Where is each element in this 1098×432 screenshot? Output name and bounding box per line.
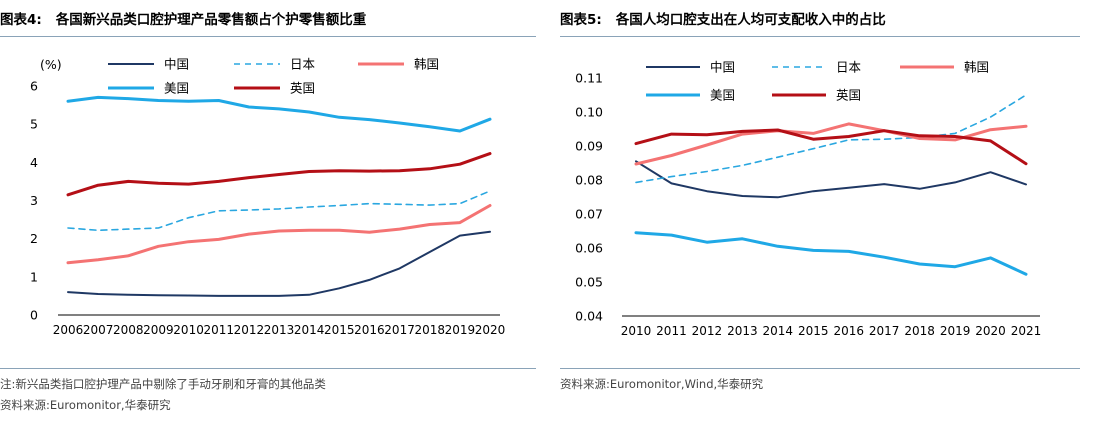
left-source: 资料来源:Euromonitor,华泰研究 [0, 398, 171, 412]
right-x-tick-label: 2014 [763, 324, 794, 338]
left-y-tick-label: 6 [30, 79, 38, 94]
left-series-line-china [67, 230, 491, 297]
left-x-tick-label: 2008 [113, 323, 144, 337]
right-y-tick-label: 0.10 [575, 105, 603, 120]
left-series-line-japan [67, 190, 491, 232]
left-y-tick-label: 1 [30, 269, 38, 284]
right-x-tick-label: 2020 [975, 324, 1006, 338]
right-figure: 图表5: 各国人均口腔支出在人均可支配收入中的占比 0.04 0.05 0.06 0.0… [560, 0, 1098, 432]
right-bottom-rule [560, 368, 1080, 369]
left-top-rule [0, 36, 536, 37]
left-y-tick-label: 5 [30, 117, 38, 132]
right-series-line-uk [634, 128, 1028, 166]
left-x-tick-label: 2014 [294, 323, 325, 337]
left-x-tick-label: 2020 [475, 323, 506, 337]
left-notes: 注:新兴品类指口腔护理产品中剔除了手动牙刷和牙膏的其他品类 资料来源:Eurom… [0, 374, 326, 416]
left-x-tick-label: 2007 [83, 323, 114, 337]
left-figure: 图表4: 各国新兴品类口腔护理产品零售额占个护零售额比重 0 1 2 3 4 5 6 (%) 20… [0, 0, 536, 432]
right-x-tick-label: 2013 [727, 324, 758, 338]
right-x-tick-label: 2021 [1011, 324, 1042, 338]
right-x-tick-label: 2015 [798, 324, 829, 338]
left-figure-label: 图表4: [0, 12, 42, 28]
right-y-tick-label: 0.06 [575, 241, 603, 256]
right-y-tick-label: 0.11 [575, 71, 603, 86]
right-x-tick-label: 2012 [692, 324, 723, 338]
right-figure-heading: 各国人均口腔支出在人均可支配收入中的占比 [615, 12, 886, 28]
right-notes: 资料来源:Euromonitor,Wind,华泰研究 [560, 374, 763, 395]
left-x-tick-label: 2018 [414, 323, 445, 337]
right-x-tick-label: 2018 [904, 324, 935, 338]
right-y-tick-label: 0.04 [575, 309, 603, 324]
left-series-line-usa [66, 95, 492, 133]
left-note: 注:新兴品类指口腔护理产品中剔除了手动牙刷和牙膏的其他品类 [0, 377, 326, 391]
right-x-tick-label: 2011 [656, 324, 687, 338]
right-legend-label-china: 中国 [710, 60, 735, 75]
left-x-tick-label: 2012 [234, 323, 265, 337]
right-y-tick-label: 0.08 [575, 173, 603, 188]
left-figure-title: 图表4: 各国新兴品类口腔护理产品零售额占个护零售额比重 [0, 8, 366, 28]
left-y-tick-label: 0 [30, 308, 38, 323]
left-bottom-rule [0, 368, 536, 369]
left-y-tick-label: 3 [30, 193, 38, 208]
right-legend-label-japan: 日本 [836, 60, 862, 75]
right-line-chart: 0.04 0.05 0.06 0.07 0.08 0.09 0.10 0.11 2010 2011… [575, 60, 1042, 339]
right-y-tick-label: 0.09 [575, 139, 603, 154]
left-y-tick-label: 4 [30, 155, 38, 170]
right-top-rule [560, 36, 1080, 37]
left-x-tick-label: 2019 [445, 323, 476, 337]
left-y-tick-label: 2 [30, 231, 38, 246]
left-legend-label-japan: 日本 [290, 57, 316, 72]
right-figure-title: 图表5: 各国人均口腔支出在人均可支配收入中的占比 [560, 8, 886, 28]
left-legend-label-korea: 韩国 [414, 57, 439, 72]
left-x-tick-label: 2016 [354, 323, 385, 337]
right-y-tick-label: 0.05 [575, 275, 603, 290]
right-x-tick-label: 2017 [869, 324, 900, 338]
right-source: 资料来源:Euromonitor,Wind,华泰研究 [560, 377, 764, 391]
left-figure-heading: 各国新兴品类口腔护理产品零售额占个护零售额比重 [55, 12, 367, 28]
left-x-tick-label: 2015 [324, 323, 355, 337]
right-legend-label-uk: 英国 [836, 88, 861, 103]
left-x-tick-label: 2006 [53, 323, 84, 337]
left-series-line-uk [66, 152, 492, 197]
right-figure-label: 图表5: [560, 12, 602, 28]
right-x-tick-label: 2010 [621, 324, 652, 338]
left-x-tick-label: 2013 [264, 323, 295, 337]
right-y-tick-label: 0.07 [575, 207, 603, 222]
left-x-tick-label: 2017 [384, 323, 415, 337]
left-legend-label-china: 中国 [164, 57, 189, 72]
right-legend-label-korea: 韩国 [964, 60, 989, 75]
left-legend-label-uk: 英国 [290, 81, 315, 96]
left-x-tick-label: 2010 [173, 323, 204, 337]
right-x-tick-label: 2016 [833, 324, 864, 338]
left-series-line-korea [66, 204, 492, 265]
right-x-tick-label: 2019 [940, 324, 971, 338]
right-series-line-usa [634, 231, 1028, 276]
left-y-axis-label: (%) [40, 57, 62, 72]
right-series-line-china [635, 160, 1027, 199]
left-legend-label-usa: 美国 [164, 81, 189, 96]
left-x-tick-label: 2009 [143, 323, 174, 337]
right-series-line-japan [635, 94, 1027, 184]
left-x-tick-label: 2011 [203, 323, 234, 337]
right-legend-label-usa: 美国 [710, 88, 735, 103]
